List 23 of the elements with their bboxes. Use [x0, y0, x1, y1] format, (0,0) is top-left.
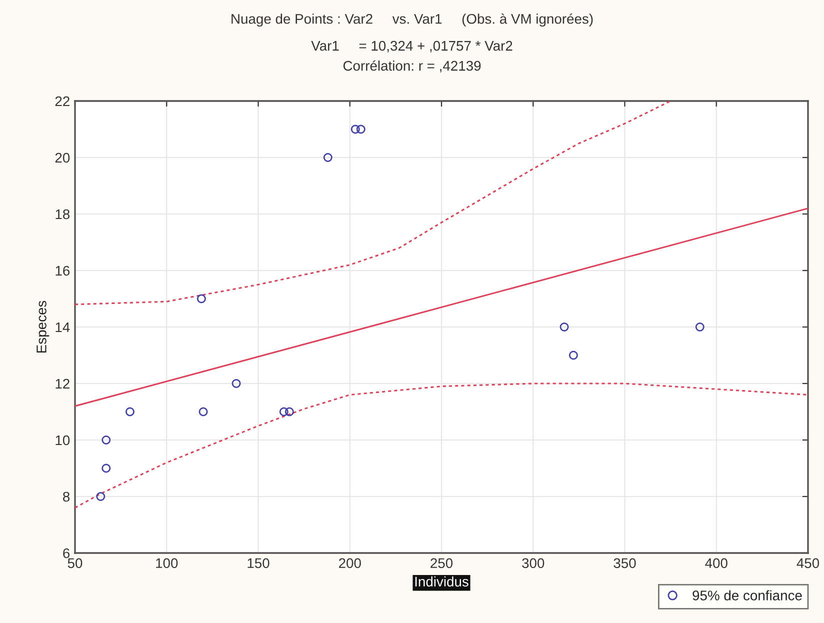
y-tick-label: 20: [55, 152, 70, 163]
x-tick-label: 100: [156, 558, 178, 568]
chart-subtitle: Var1 = 10,324 + ,01757 * Var2 Corrélation: r = ,42139: [311, 40, 512, 72]
x-tick-label: 400: [705, 558, 728, 568]
y-axis-title: Especes: [36, 300, 50, 352]
x-axis-title: Individus: [415, 576, 468, 587]
y-tick-label: 22: [55, 96, 70, 106]
y-tick-label: 16: [56, 266, 70, 276]
y-tick-label: 6: [63, 548, 70, 558]
y-tick-label: 14: [56, 322, 70, 332]
x-tick-label: 50: [68, 558, 82, 568]
y-tick-label: 12: [56, 378, 70, 389]
y-tick-label: 10: [56, 435, 70, 446]
x-tick-label: 450: [796, 558, 820, 568]
y-tick-label: 8: [63, 492, 70, 502]
x-tick-label: 250: [430, 558, 453, 568]
x-tick-label: 300: [522, 558, 544, 568]
x-tick-label: 350: [614, 558, 636, 568]
x-tick-label: 150: [248, 558, 270, 568]
y-tick-label: 18: [56, 209, 70, 220]
chart-title: Nuage de Points : Var2 vs. Var1 (Obs. à VM ignorées): [232, 13, 593, 27]
x-tick-label: 200: [338, 558, 361, 568]
legend-label: 95% de confiance: [692, 590, 802, 600]
